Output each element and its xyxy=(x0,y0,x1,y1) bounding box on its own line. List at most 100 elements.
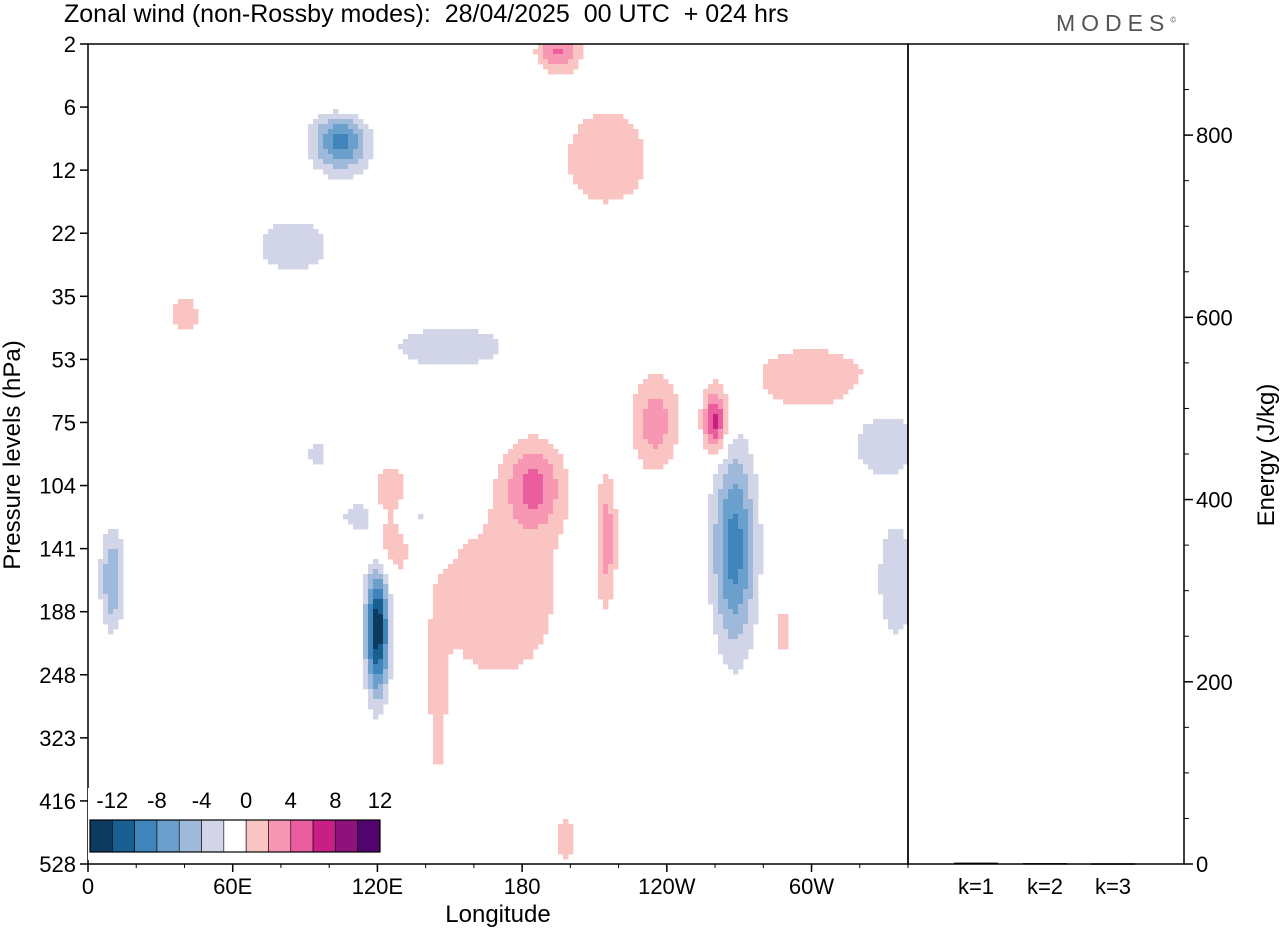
heatmap-cell xyxy=(778,394,784,400)
heatmap-cell xyxy=(508,554,514,560)
heatmap-cell xyxy=(388,494,394,500)
heatmap-cell xyxy=(608,584,614,590)
heatmap-cell xyxy=(503,634,509,640)
heatmap-cell xyxy=(383,484,389,490)
heatmap-cell xyxy=(498,574,504,580)
heatmap-cell xyxy=(533,594,539,600)
heatmap-cell xyxy=(503,589,509,595)
heatmap-cell xyxy=(733,599,739,605)
heatmap-cell xyxy=(98,584,104,590)
heatmap-cell xyxy=(388,629,394,635)
heatmap-cell xyxy=(528,539,534,545)
heatmap-cell xyxy=(323,139,329,145)
heatmap-cell xyxy=(618,114,624,120)
heatmap-cell xyxy=(723,524,729,530)
heatmap-cell xyxy=(508,524,514,530)
heatmap-cell xyxy=(533,569,539,575)
heatmap-cell xyxy=(433,629,439,635)
heatmap-cell xyxy=(548,469,554,475)
heatmap-cell xyxy=(343,134,349,140)
heatmap-cell xyxy=(708,509,714,515)
heatmap-cell xyxy=(498,559,504,565)
heatmap-cell xyxy=(353,124,359,130)
heatmap-cell xyxy=(328,174,334,180)
heatmap-cell xyxy=(713,529,719,535)
heatmap-cell xyxy=(268,229,274,235)
heatmap-cell xyxy=(373,574,379,580)
heatmap-cell xyxy=(538,494,544,500)
heatmap-cell xyxy=(573,49,579,55)
heatmap-cell xyxy=(703,434,709,440)
heatmap-cell xyxy=(543,449,549,455)
heatmap-cell xyxy=(308,134,314,140)
heatmap-cell xyxy=(513,504,519,510)
heatmap-cell xyxy=(843,384,849,390)
heatmap-cell xyxy=(373,584,379,590)
heatmap-cell xyxy=(738,569,744,575)
heatmap-cell xyxy=(333,174,339,180)
heatmap-cell xyxy=(638,144,644,150)
heatmap-cell xyxy=(548,524,554,530)
heatmap-cell xyxy=(543,514,549,520)
heatmap-cell xyxy=(468,569,474,575)
heatmap-cell xyxy=(708,529,714,535)
heatmap-cell xyxy=(548,59,554,65)
heatmap-cell xyxy=(883,539,889,545)
heatmap-cell xyxy=(748,479,754,485)
heatmap-cell xyxy=(603,149,609,155)
heatmap-cell xyxy=(723,489,729,495)
heatmap-cell xyxy=(343,174,349,180)
heatmap-cell xyxy=(518,624,524,630)
heatmap-cell xyxy=(458,549,464,555)
heatmap-cell xyxy=(703,429,709,435)
heatmap-cell xyxy=(623,184,629,190)
heatmap-cell xyxy=(368,154,374,160)
heatmap-cell xyxy=(313,134,319,140)
heatmap-cell xyxy=(823,354,829,360)
heatmap-cell xyxy=(888,579,894,585)
heatmap-cell xyxy=(718,499,724,505)
heatmap-cell xyxy=(513,454,519,460)
heatmap-cell xyxy=(363,149,369,155)
heatmap-cell xyxy=(453,339,459,345)
heatmap-cell xyxy=(323,149,329,155)
heatmap-cell xyxy=(498,654,504,660)
heatmap-cell xyxy=(638,394,644,400)
heatmap-cell xyxy=(373,614,379,620)
y-tick-label: 141 xyxy=(39,537,76,562)
heatmap-cell xyxy=(883,594,889,600)
heatmap-cell xyxy=(733,604,739,610)
heatmap-cell xyxy=(283,259,289,265)
heatmap-cell xyxy=(463,584,469,590)
heatmap-cell xyxy=(768,384,774,390)
heatmap-cell xyxy=(513,604,519,610)
heatmap-cell xyxy=(433,659,439,665)
heatmap-cell xyxy=(438,649,444,655)
heatmap-cell xyxy=(528,599,534,605)
heatmap-cell xyxy=(438,654,444,660)
heatmap-cell xyxy=(468,609,474,615)
heatmap-cell xyxy=(353,514,359,520)
heatmap-cell xyxy=(798,364,804,370)
heatmap-cell xyxy=(363,159,369,165)
heatmap-cell xyxy=(523,629,529,635)
heatmap-cell xyxy=(473,549,479,555)
heatmap-cell xyxy=(883,584,889,590)
heatmap-cell xyxy=(493,624,499,630)
heatmap-cell xyxy=(728,454,734,460)
heatmap-cell xyxy=(903,604,909,610)
heatmap-cell xyxy=(343,169,349,175)
heatmap-cell xyxy=(333,169,339,175)
heatmap-cell xyxy=(468,654,474,660)
heatmap-cell xyxy=(538,504,544,510)
heatmap-cell xyxy=(493,534,499,540)
heatmap-cell xyxy=(603,599,609,605)
heatmap-cell xyxy=(293,254,299,260)
heatmap-cell xyxy=(283,239,289,245)
heatmap-cell xyxy=(303,234,309,240)
heatmap-cell xyxy=(718,559,724,565)
heatmap-cell xyxy=(658,439,664,445)
heatmap-cell xyxy=(733,499,739,505)
heatmap-cell xyxy=(478,634,484,640)
heatmap-cell xyxy=(658,464,664,470)
